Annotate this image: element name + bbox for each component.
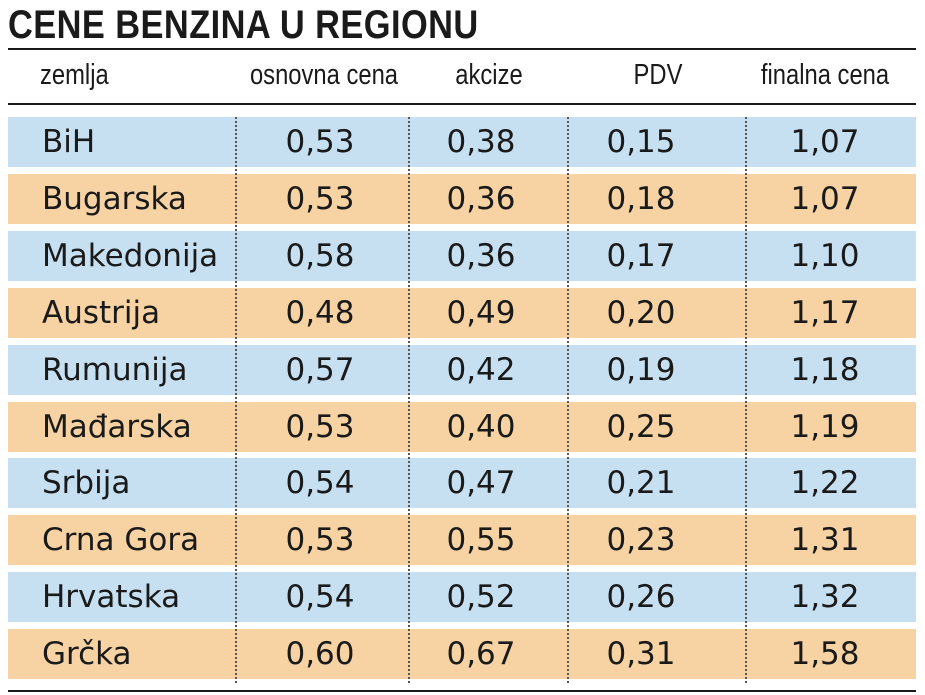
column-divider bbox=[235, 117, 237, 683]
table-row: BiH 0,53 0,38 0,15 1,07 bbox=[8, 117, 916, 167]
country-cell: Hrvatska bbox=[42, 579, 181, 615]
excise-cell: 0,40 bbox=[446, 409, 516, 445]
vat-cell: 0,23 bbox=[606, 522, 676, 558]
excise-cell: 0,67 bbox=[446, 636, 516, 672]
header-cell-vat: PDV bbox=[633, 59, 683, 91]
header-cell-final-price: finalna cena bbox=[760, 59, 890, 91]
vat-cell: 0,25 bbox=[606, 409, 676, 445]
vat-cell: 0,20 bbox=[606, 295, 676, 331]
vat-cell: 0,26 bbox=[606, 579, 676, 615]
country-cell: BiH bbox=[42, 124, 96, 160]
table-row: Crna Gora 0,53 0,55 0,23 1,31 bbox=[8, 515, 916, 565]
table-row: Makedonija 0,58 0,36 0,17 1,10 bbox=[8, 231, 916, 281]
country-cell: Rumunija bbox=[42, 352, 188, 388]
column-divider bbox=[745, 117, 747, 683]
country-cell: Bugarska bbox=[42, 181, 187, 217]
table-row: Bugarska 0,53 0,36 0,18 1,07 bbox=[8, 174, 916, 224]
column-divider bbox=[408, 117, 410, 683]
base-price-cell: 0,53 bbox=[285, 409, 355, 445]
final-price-cell: 1,32 bbox=[790, 579, 860, 615]
final-price-cell: 1,17 bbox=[790, 295, 860, 331]
base-price-cell: 0,53 bbox=[285, 522, 355, 558]
base-price-cell: 0,53 bbox=[285, 181, 355, 217]
table-row: Rumunija 0,57 0,42 0,19 1,18 bbox=[8, 345, 916, 395]
excise-cell: 0,36 bbox=[446, 238, 516, 274]
excise-cell: 0,52 bbox=[446, 579, 516, 615]
top-rule bbox=[8, 48, 916, 50]
vat-cell: 0,15 bbox=[606, 124, 676, 160]
table-row: Grčka 0,60 0,67 0,31 1,58 bbox=[8, 629, 916, 679]
country-cell: Grčka bbox=[42, 636, 132, 672]
final-price-cell: 1,18 bbox=[790, 352, 860, 388]
vat-cell: 0,21 bbox=[606, 465, 676, 501]
excise-cell: 0,42 bbox=[446, 352, 516, 388]
vat-cell: 0,31 bbox=[606, 636, 676, 672]
vat-cell: 0,19 bbox=[606, 352, 676, 388]
excise-cell: 0,47 bbox=[446, 465, 516, 501]
vat-cell: 0,18 bbox=[606, 181, 676, 217]
base-price-cell: 0,54 bbox=[285, 465, 355, 501]
base-price-cell: 0,60 bbox=[285, 636, 355, 672]
final-price-cell: 1,07 bbox=[790, 181, 860, 217]
header-cell-excise: akcize bbox=[455, 59, 523, 91]
final-price-cell: 1,31 bbox=[790, 522, 860, 558]
table-title: CENE BENZINA U REGIONU bbox=[8, 3, 479, 47]
excise-cell: 0,38 bbox=[446, 124, 516, 160]
country-cell: Mađarska bbox=[42, 409, 192, 445]
final-price-cell: 1,10 bbox=[790, 238, 860, 274]
excise-cell: 0,49 bbox=[446, 295, 516, 331]
table-header: zemlja osnovna cena akcize PDV finalna c… bbox=[8, 52, 916, 102]
final-price-cell: 1,19 bbox=[790, 409, 860, 445]
table-row: Hrvatska 0,54 0,52 0,26 1,32 bbox=[8, 572, 916, 622]
table-body: BiH 0,53 0,38 0,15 1,07 Bugarska 0,53 0,36 0,18 1… bbox=[8, 117, 916, 685]
column-divider bbox=[567, 117, 569, 683]
country-cell: Srbija bbox=[42, 465, 131, 501]
base-price-cell: 0,48 bbox=[285, 295, 355, 331]
header-cell-country: zemlja bbox=[40, 59, 109, 91]
base-price-cell: 0,57 bbox=[285, 352, 355, 388]
country-cell: Makedonija bbox=[42, 238, 219, 274]
base-price-cell: 0,58 bbox=[285, 238, 355, 274]
table-row: Austrija 0,48 0,49 0,20 1,17 bbox=[8, 288, 916, 338]
excise-cell: 0,36 bbox=[446, 181, 516, 217]
final-price-cell: 1,07 bbox=[790, 124, 860, 160]
final-price-cell: 1,22 bbox=[790, 465, 860, 501]
table-row: Srbija 0,54 0,47 0,21 1,22 bbox=[8, 458, 916, 508]
final-price-cell: 1,58 bbox=[790, 636, 860, 672]
country-cell: Crna Gora bbox=[42, 522, 200, 558]
country-cell: Austrija bbox=[42, 295, 161, 331]
base-price-cell: 0,54 bbox=[285, 579, 355, 615]
base-price-cell: 0,53 bbox=[285, 124, 355, 160]
header-rule bbox=[8, 103, 916, 105]
excise-cell: 0,55 bbox=[446, 522, 516, 558]
header-cell-base-price: osnovna cena bbox=[249, 59, 399, 91]
vat-cell: 0,17 bbox=[606, 238, 676, 274]
bottom-rule bbox=[8, 690, 916, 692]
table-row: Mađarska 0,53 0,40 0,25 1,19 bbox=[8, 402, 916, 452]
